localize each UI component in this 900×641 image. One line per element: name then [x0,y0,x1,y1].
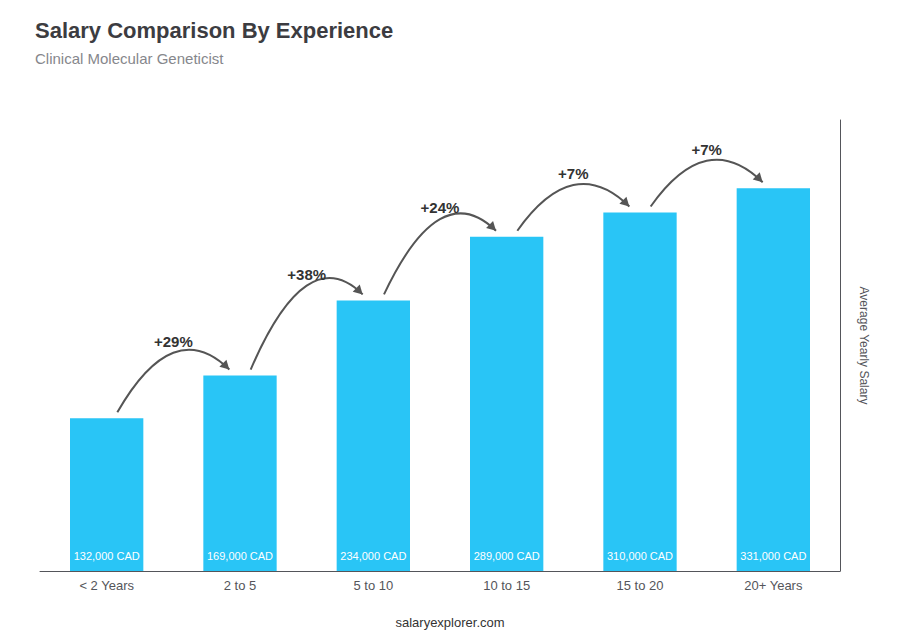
svg-text:5 to 10: 5 to 10 [353,578,393,593]
svg-text:310,000 CAD: 310,000 CAD [607,550,673,562]
svg-text:20+ Years: 20+ Years [744,578,803,593]
svg-text:+29%: +29% [154,333,193,350]
svg-text:15 to 20: 15 to 20 [617,578,664,593]
svg-text:234,000 CAD: 234,000 CAD [340,550,406,562]
svg-text:169,000 CAD: 169,000 CAD [207,550,273,562]
svg-text:331,000 CAD: 331,000 CAD [740,550,806,562]
svg-text:132,000 CAD: 132,000 CAD [74,550,140,562]
svg-text:289,000 CAD: 289,000 CAD [474,550,540,562]
svg-text:Clinical Molecular Geneticist: Clinical Molecular Geneticist [35,50,224,67]
svg-text:+24%: +24% [421,199,460,216]
svg-text:+38%: +38% [287,266,326,283]
svg-text:< 2 Years: < 2 Years [79,578,134,593]
svg-text:+7%: +7% [691,141,721,158]
svg-text:10 to 15: 10 to 15 [483,578,530,593]
svg-text:Average Yearly Salary: Average Yearly Salary [857,287,871,405]
svg-text:Salary Comparison By Experienc: Salary Comparison By Experience [35,18,393,43]
svg-text:+7%: +7% [558,165,588,182]
svg-text:2 to 5: 2 to 5 [224,578,257,593]
svg-text:salaryexplorer.com: salaryexplorer.com [395,615,504,630]
